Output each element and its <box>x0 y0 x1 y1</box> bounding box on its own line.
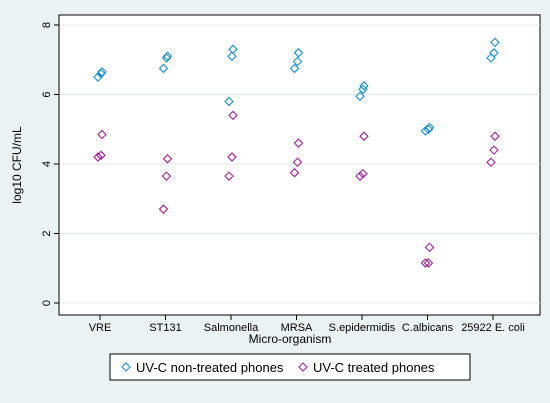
x-tick-label: MRSA <box>281 322 313 334</box>
data-point-non-treated <box>359 81 369 91</box>
data-point-non-treated <box>490 37 500 48</box>
y-tick-label: 6 <box>41 91 53 97</box>
legend-label-treated: UV-C treated phones <box>313 360 435 375</box>
legend-marker-non-treated <box>121 362 131 372</box>
data-point-treated <box>490 131 500 141</box>
data-point-non-treated <box>293 48 304 58</box>
data-point-treated <box>423 258 434 268</box>
data-point-treated <box>162 154 173 164</box>
data-point-treated <box>359 131 369 141</box>
data-point-treated <box>224 171 234 181</box>
data-point-non-treated <box>355 91 365 102</box>
x-tick-label: C.albicans <box>402 322 454 334</box>
data-point-treated <box>93 152 103 162</box>
data-point-treated <box>97 129 107 140</box>
data-point-non-treated <box>424 122 435 133</box>
data-point-non-treated <box>228 44 238 55</box>
data-point-treated <box>96 150 106 161</box>
data-point-non-treated <box>158 63 169 74</box>
x-axis-title: Micro-organism <box>249 332 332 346</box>
data-points <box>93 37 500 268</box>
data-point-non-treated <box>227 51 237 62</box>
data-point-treated <box>227 152 237 162</box>
legend-box <box>109 353 471 381</box>
grid-lines <box>59 24 540 304</box>
y-tick-label: 8 <box>41 22 53 28</box>
data-point-treated <box>489 145 499 155</box>
data-point-treated <box>228 110 238 121</box>
data-point-non-treated <box>292 56 303 67</box>
y-tick-label: 0 <box>41 300 53 306</box>
y-axis-title: log10 CFU/mL <box>10 126 24 204</box>
data-point-treated <box>486 157 496 168</box>
x-tick-label: ST131 <box>149 322 181 334</box>
data-point-non-treated <box>93 72 103 82</box>
x-tick-label: S.epidermidis <box>329 322 396 334</box>
data-point-non-treated <box>289 63 300 74</box>
x-tick-label: Salmonella <box>204 322 259 334</box>
x-tick-label: 25922 E. coli <box>461 322 525 334</box>
data-point-non-treated <box>489 48 499 58</box>
x-tick-label: VRE <box>89 322 112 334</box>
data-point-treated <box>424 242 435 253</box>
data-point-treated <box>420 258 431 268</box>
data-point-treated <box>292 157 303 168</box>
data-point-non-treated <box>224 96 234 107</box>
x-axis: VRE ST131 Salmonella MRSA S.epidermidis C.alb… <box>89 315 525 334</box>
y-tick-label: 4 <box>41 161 53 167</box>
legend: UV-C non-treated phones UV-C treated phon… <box>109 353 471 381</box>
legend-label-non-treated: UV-C non-treated phones <box>136 360 284 375</box>
data-point-treated <box>355 171 365 181</box>
y-axis: 0 2 4 6 8 <box>41 15 60 315</box>
data-point-treated <box>289 167 300 178</box>
data-point-treated <box>293 138 304 148</box>
data-point-treated <box>161 171 172 181</box>
data-point-non-treated <box>97 67 107 77</box>
data-point-non-treated <box>162 51 173 62</box>
y-tick-label: 2 <box>41 230 53 236</box>
data-point-treated <box>158 204 169 214</box>
data-point-treated <box>358 168 368 179</box>
legend-marker-treated <box>298 362 308 372</box>
